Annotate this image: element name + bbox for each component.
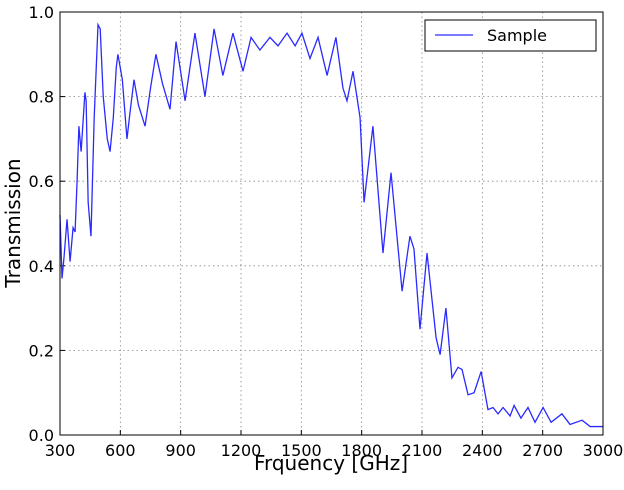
y-tick-label: 0.2 (29, 341, 54, 360)
legend-label: Sample (487, 26, 547, 45)
y-tick-label: 0.8 (29, 88, 54, 107)
x-tick-label: 2400 (462, 441, 503, 460)
y-axis-label: Transmission (1, 158, 25, 288)
x-tick-label: 2100 (402, 441, 443, 460)
y-tick-label: 1.0 (29, 3, 54, 22)
data-line (59, 22, 603, 428)
x-axis-label: Frquency [GHz] (254, 451, 408, 475)
plot-frame (59, 11, 604, 436)
y-tick-label: 0.0 (29, 426, 54, 445)
x-tick-label: 300 (45, 441, 76, 460)
y-tick-label: 0.6 (29, 172, 54, 191)
x-tick-label: 3000 (583, 441, 624, 460)
x-tick-label: 600 (105, 441, 136, 460)
x-tick-label: 1500 (281, 441, 322, 460)
x-tick-label: 900 (165, 441, 196, 460)
x-tick-label: 1200 (221, 441, 262, 460)
x-tick-label: 1800 (341, 441, 382, 460)
x-tick-label: 2700 (522, 441, 563, 460)
y-tick-label: 0.4 (29, 257, 54, 276)
